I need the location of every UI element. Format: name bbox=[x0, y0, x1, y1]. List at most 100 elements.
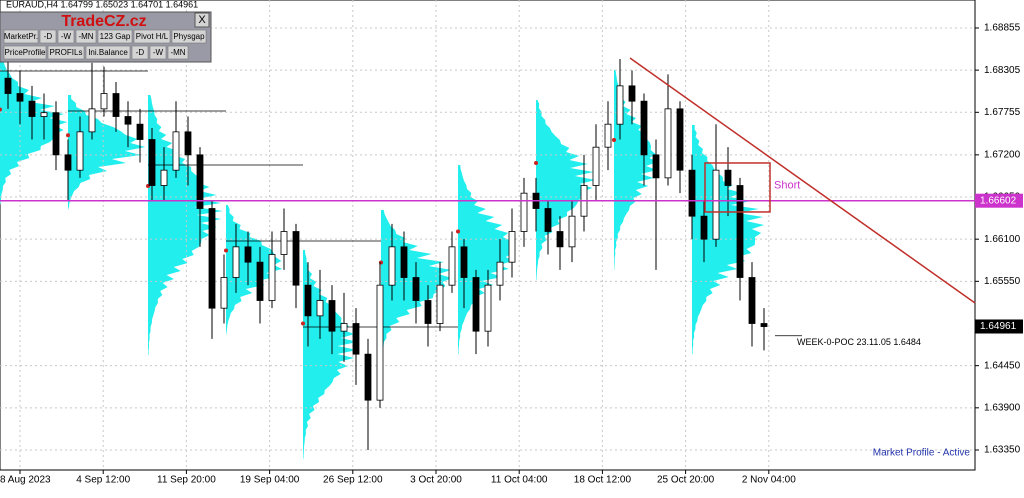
candle-body bbox=[172, 131, 180, 171]
panel-button[interactable]: -MN bbox=[167, 45, 189, 60]
profile-marker bbox=[66, 133, 70, 138]
button-face[interactable] bbox=[75, 29, 97, 44]
candle-body bbox=[52, 112, 60, 156]
button-face[interactable] bbox=[167, 45, 189, 60]
x-tick-label: 25 Oct 20:00 bbox=[657, 475, 715, 486]
candle-body bbox=[556, 231, 564, 248]
button-label[interactable]: -D bbox=[136, 48, 145, 57]
candle-body bbox=[448, 246, 456, 286]
panel-button[interactable]: -MN bbox=[75, 29, 97, 44]
button-label[interactable]: PriceProfile bbox=[5, 48, 46, 57]
candle-body bbox=[244, 246, 252, 263]
candle-body bbox=[364, 353, 372, 401]
candle-body bbox=[232, 246, 240, 278]
panel-button[interactable]: Pivot H/L bbox=[133, 29, 171, 44]
candle-body bbox=[604, 123, 612, 148]
button-label[interactable]: -W bbox=[61, 32, 72, 41]
panel-button[interactable]: -W bbox=[149, 45, 167, 60]
panel-button[interactable]: 123 Gap bbox=[97, 29, 133, 44]
candle-body bbox=[388, 246, 396, 286]
candle-body bbox=[268, 254, 276, 301]
button-face[interactable] bbox=[171, 29, 207, 44]
short-label: Short bbox=[774, 179, 800, 191]
candle-body bbox=[76, 131, 84, 171]
current-price-box bbox=[975, 319, 1023, 334]
trendline bbox=[629, 57, 976, 304]
candle-body bbox=[220, 277, 228, 309]
button-label[interactable]: MarketPr. bbox=[4, 32, 38, 41]
y-tick-label: 1.67755 bbox=[984, 107, 1021, 118]
candle-body bbox=[328, 300, 336, 332]
candle-body bbox=[148, 139, 156, 186]
button-label[interactable]: -MN bbox=[78, 32, 93, 41]
candle-body bbox=[280, 231, 288, 255]
close-button[interactable] bbox=[194, 12, 210, 28]
candle-body bbox=[736, 185, 744, 278]
x-tick-label: 11 Oct 04:00 bbox=[491, 475, 548, 486]
x-tick-label: 4 Sep 12:00 bbox=[76, 475, 130, 486]
x-tick-label: 8 Aug 2023 bbox=[0, 475, 51, 486]
panel-button[interactable]: -W bbox=[57, 29, 75, 44]
button-label[interactable]: -MN bbox=[170, 48, 185, 57]
candle-body bbox=[760, 323, 768, 327]
candle-body bbox=[568, 215, 576, 248]
y-tick-label: 1.66100 bbox=[984, 234, 1021, 245]
button-face[interactable] bbox=[39, 29, 57, 44]
profile-shape bbox=[148, 95, 223, 355]
panel-button[interactable]: -D bbox=[39, 29, 57, 44]
candle-body bbox=[28, 100, 36, 117]
button-label[interactable]: Pivot H/L bbox=[136, 32, 169, 41]
candle-body bbox=[4, 77, 12, 94]
button-label[interactable]: -D bbox=[44, 32, 53, 41]
candle-body bbox=[748, 277, 756, 324]
control-panel: TradeCZ.cz X MarketPr. -D -W -MN 123 Gap Pivo… bbox=[0, 11, 212, 63]
panel-button[interactable]: MarketPr. bbox=[3, 29, 39, 44]
button-label[interactable]: Physgap bbox=[173, 32, 205, 41]
candle-body bbox=[304, 284, 312, 317]
button-label[interactable]: Ini.Balance bbox=[88, 48, 128, 57]
chart-title: EURAUD,H4 1.64799 1.65023 1.64701 1.6496… bbox=[6, 0, 198, 9]
panel-button[interactable]: -D bbox=[131, 45, 149, 60]
button-face[interactable] bbox=[47, 45, 85, 60]
panel-button[interactable]: PriceProfile bbox=[3, 45, 47, 60]
candle-body bbox=[496, 261, 504, 286]
candle-body bbox=[196, 154, 204, 209]
marks: Short WEEK-0-POC 23.11.05 1.6484 Market Pr… bbox=[0, 57, 1023, 459]
button-face[interactable] bbox=[85, 45, 131, 60]
current-price-label: 1.64961 bbox=[980, 321, 1017, 332]
x-tick-label: 3 Oct 20:00 bbox=[410, 475, 462, 486]
profile-shape bbox=[458, 165, 513, 355]
x-tick-label: 19 Sep 04:00 bbox=[240, 475, 300, 486]
profile-marker bbox=[0, 107, 2, 112]
button-label[interactable]: PROFILs bbox=[50, 48, 83, 57]
button-face[interactable] bbox=[97, 29, 133, 44]
x-tick-label: 11 Sep 20:00 bbox=[157, 475, 216, 486]
short-box bbox=[704, 162, 771, 213]
button-label[interactable]: -W bbox=[153, 48, 164, 57]
candle-body bbox=[520, 192, 528, 232]
panel-logo: TradeCZ.cz bbox=[61, 13, 146, 30]
candle-body bbox=[412, 277, 420, 301]
button-face[interactable] bbox=[3, 29, 39, 44]
status-label: Market Profile - Active bbox=[873, 448, 971, 459]
panel-button[interactable]: PROFILs bbox=[47, 45, 85, 60]
candle-body bbox=[616, 85, 624, 125]
candle-body bbox=[340, 323, 348, 332]
panel-button[interactable]: Physgap bbox=[171, 29, 207, 44]
profile-marker bbox=[301, 321, 305, 326]
button-label[interactable]: 123 Gap bbox=[100, 32, 131, 41]
panel-button[interactable]: Ini.Balance bbox=[85, 45, 131, 60]
candle-body bbox=[424, 300, 432, 324]
level-price-box bbox=[975, 193, 1023, 208]
profile-marker bbox=[534, 161, 538, 165]
button-face[interactable] bbox=[3, 45, 47, 60]
button-face[interactable] bbox=[133, 29, 171, 44]
button-face[interactable] bbox=[57, 29, 75, 44]
close-label[interactable]: X bbox=[198, 14, 206, 26]
x-tick-label: 26 Sep 12:00 bbox=[323, 475, 383, 486]
button-face[interactable] bbox=[149, 45, 167, 60]
candle-body bbox=[64, 154, 72, 171]
candle-body bbox=[628, 85, 636, 102]
button-face[interactable] bbox=[131, 45, 149, 60]
